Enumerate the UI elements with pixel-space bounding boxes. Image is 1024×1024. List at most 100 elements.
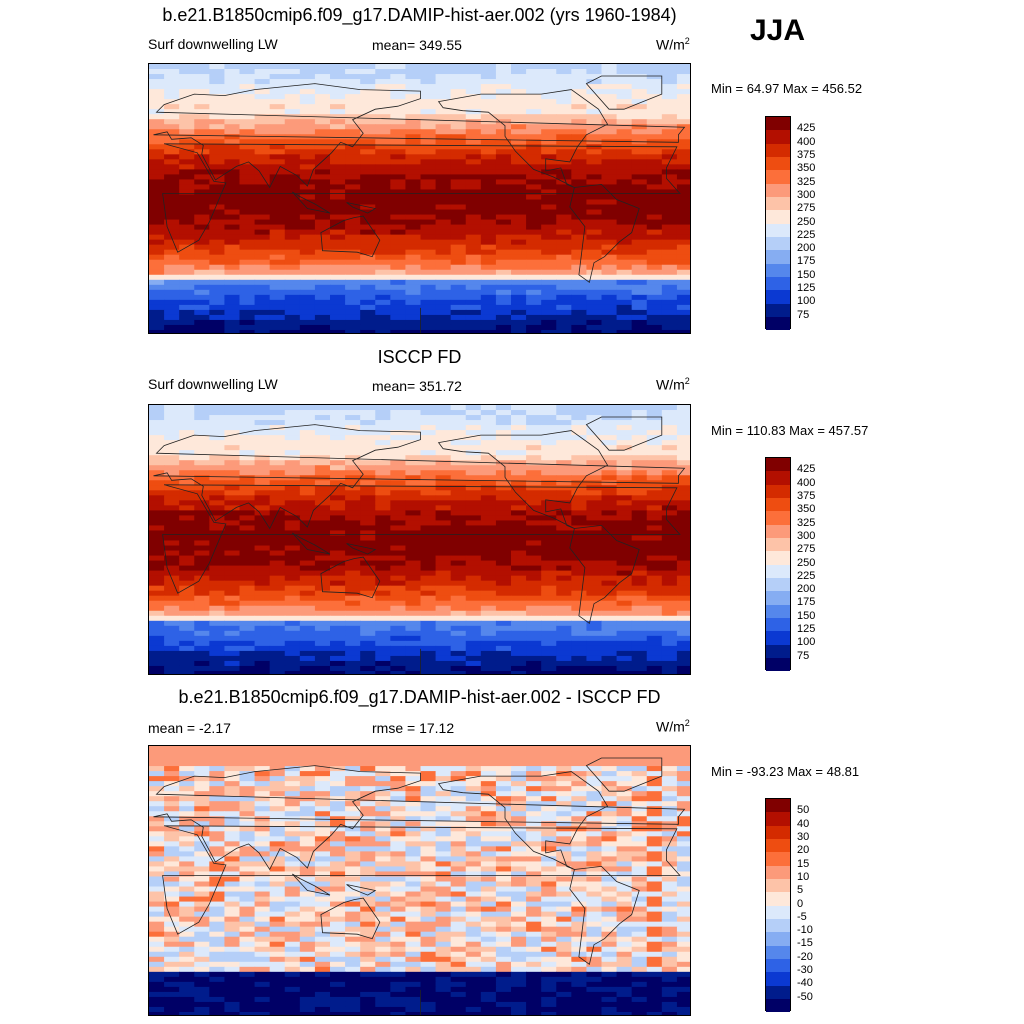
colorbar-tick-label: 300 xyxy=(797,188,816,201)
colorbar-cell xyxy=(766,497,790,512)
colorbar-cell xyxy=(766,617,790,632)
colorbar-cell xyxy=(766,143,790,157)
colorbar-cell xyxy=(766,878,790,893)
panel-2-min-max: Min = 110.83 Max = 457.57 xyxy=(711,423,869,438)
colorbar-tick-label: 300 xyxy=(797,529,816,542)
colorbar-cell xyxy=(766,551,790,565)
colorbar-cell xyxy=(766,236,790,251)
panel-3-rmse: rmse = 17.12 xyxy=(372,720,455,736)
colorbar-cell xyxy=(766,852,790,866)
colorbar-cell xyxy=(766,511,790,525)
colorbar-cell xyxy=(766,918,790,933)
colorbar-tick-label: 15 xyxy=(797,857,810,870)
colorbar-cell xyxy=(766,958,790,973)
colorbar-cell xyxy=(766,156,790,171)
colorbar-tick-label: 0 xyxy=(797,897,804,910)
colorbar-cell xyxy=(766,631,790,645)
colorbar-cell xyxy=(766,223,790,237)
colorbar-cell xyxy=(766,276,790,291)
colorbar-cell xyxy=(766,130,790,144)
colorbar-tick-label: 10 xyxy=(797,870,810,883)
colorbar-cell xyxy=(766,932,790,946)
colorbar-tick-label: 40 xyxy=(797,817,810,830)
colorbar-cell xyxy=(766,591,790,605)
colorbar-tick-label: 5 xyxy=(797,884,804,897)
colorbar-cell xyxy=(766,524,790,538)
colorbar-tick-label: 50 xyxy=(797,804,810,817)
colorbar-cell xyxy=(766,945,790,959)
panel-2-map xyxy=(148,404,691,675)
panel-3-colorbar xyxy=(765,798,791,1013)
colorbar-tick-label: 250 xyxy=(797,215,816,228)
colorbar-tick-label: 400 xyxy=(797,476,816,489)
colorbar-tick-label: 125 xyxy=(797,623,816,636)
colorbar-cell xyxy=(766,577,790,592)
colorbar-tick-label: 375 xyxy=(797,489,816,502)
colorbar-tick-label: -10 xyxy=(797,924,813,937)
colorbar-cell xyxy=(766,812,790,826)
colorbar-tick-label: 350 xyxy=(797,162,816,175)
colorbar-cell xyxy=(766,183,790,197)
colorbar-cell xyxy=(766,117,790,131)
colorbar-tick-label: 20 xyxy=(797,844,810,857)
colorbar-tick-label: 200 xyxy=(797,242,816,255)
season-label: JJA xyxy=(750,14,806,47)
panel-1-map xyxy=(148,63,691,334)
colorbar-cell xyxy=(766,303,790,317)
colorbar-tick-label: -20 xyxy=(797,950,813,963)
panel-1-mean: mean= 349.55 xyxy=(372,37,462,53)
colorbar-tick-label: -50 xyxy=(797,990,813,1003)
colorbar-cell xyxy=(766,998,790,1013)
panel-2-title: ISCCP FD xyxy=(377,347,462,367)
panel-3-mean: mean = -2.17 xyxy=(148,720,231,736)
colorbar-tick-label: 100 xyxy=(797,636,816,649)
colorbar-tick-label: 425 xyxy=(797,463,816,476)
panel-1-units: W/m2 xyxy=(656,36,690,53)
colorbar-tick-label: 325 xyxy=(797,516,816,529)
colorbar-cell xyxy=(766,865,790,879)
colorbar-tick-label: 250 xyxy=(797,556,816,569)
panel-1-title: b.e21.B1850cmip6.f09_g17.DAMIP-hist-aer.… xyxy=(162,5,677,25)
colorbar-tick-label: -5 xyxy=(797,910,807,923)
panel-2-variable: Surf downwelling LW xyxy=(148,376,278,392)
colorbar-cell xyxy=(766,604,790,618)
colorbar-tick-label: 150 xyxy=(797,609,816,622)
colorbar-tick-label: 125 xyxy=(797,282,816,295)
panel-2-mean: mean= 351.72 xyxy=(372,378,462,394)
colorbar-cell xyxy=(766,471,790,485)
colorbar-tick-label: 175 xyxy=(797,255,816,268)
colorbar-tick-label: 30 xyxy=(797,830,810,843)
colorbar-cell xyxy=(766,985,790,999)
colorbar-tick-label: 275 xyxy=(797,202,816,215)
panel-2-units: W/m2 xyxy=(656,376,690,393)
colorbar-tick-label: 75 xyxy=(797,649,810,662)
colorbar-cell xyxy=(766,825,790,839)
colorbar-tick-label: 400 xyxy=(797,135,816,148)
colorbar-tick-label: 75 xyxy=(797,308,810,321)
colorbar-tick-label: 275 xyxy=(797,543,816,556)
colorbar-cell xyxy=(766,838,790,853)
panel-3-min-max: Min = -93.23 Max = 48.81 xyxy=(711,764,860,779)
colorbar-tick-label: 175 xyxy=(797,596,816,609)
colorbar-cell xyxy=(766,210,790,224)
colorbar-tick-label: 425 xyxy=(797,122,816,135)
colorbar-tick-label: 375 xyxy=(797,148,816,161)
colorbar-cell xyxy=(766,250,790,264)
colorbar-cell xyxy=(766,170,790,184)
colorbar-cell xyxy=(766,263,790,277)
colorbar-tick-label: -30 xyxy=(797,964,813,977)
panel-3-title: b.e21.B1850cmip6.f09_g17.DAMIP-hist-aer.… xyxy=(178,687,661,707)
colorbar-tick-label: -40 xyxy=(797,977,813,990)
colorbar-cell xyxy=(766,564,790,578)
panel-2-colorbar xyxy=(765,457,791,672)
colorbar-tick-label: 350 xyxy=(797,503,816,516)
colorbar-cell xyxy=(766,290,790,304)
colorbar-cell xyxy=(766,892,790,906)
colorbar-cell xyxy=(766,799,790,813)
colorbar-tick-label: 225 xyxy=(797,569,816,582)
panel-1-variable: Surf downwelling LW xyxy=(148,36,278,52)
colorbar-cell xyxy=(766,316,790,331)
colorbar-cell xyxy=(766,537,790,552)
colorbar-cell xyxy=(766,905,790,919)
colorbar-tick-label: 150 xyxy=(797,268,816,281)
